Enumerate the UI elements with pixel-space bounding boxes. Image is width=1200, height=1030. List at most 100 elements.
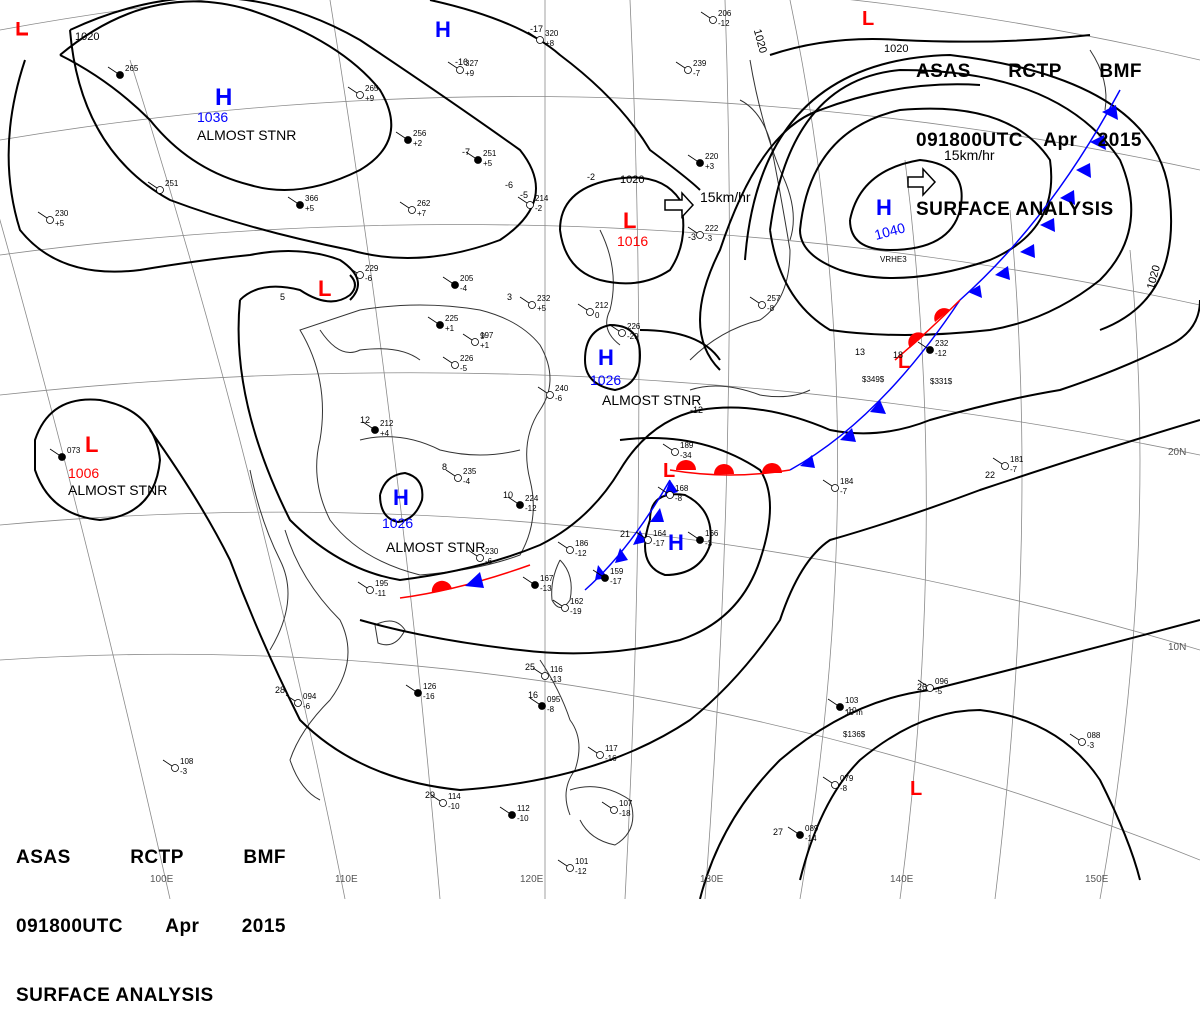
station-pressure: 224 [525, 494, 539, 503]
station-pressure: 262 [417, 199, 431, 208]
station-pressure: 094 [303, 692, 317, 701]
station-plot: 079-8 [822, 774, 854, 793]
station-circle-icon [671, 448, 679, 456]
station-pressure: 195 [375, 579, 389, 588]
isobar-label: 1020 [620, 174, 644, 186]
station-tendency: -3 [705, 539, 713, 548]
station-pressure: 107 [619, 799, 633, 808]
station-circle-icon [356, 271, 364, 279]
station-circle-icon [644, 536, 652, 544]
station-code: RCTP [130, 847, 184, 868]
station-circle-icon [439, 799, 447, 807]
product-title: SURFACE ANALYSIS [916, 199, 1114, 220]
station-pressure: 257 [767, 294, 781, 303]
station-pressure: 239 [693, 59, 707, 68]
station-temperature: -17 [530, 24, 543, 34]
station-tendency: +2 [413, 139, 423, 148]
isobar-label: 1020 [884, 43, 908, 55]
station-pressure: 095 [547, 695, 561, 704]
agency-code: ASAS [16, 847, 71, 868]
station-pressure: 089 [805, 824, 819, 833]
header-row-time: 091800UTC Apr 2015 [16, 915, 286, 938]
isobar-east-high [849, 158, 963, 252]
isobars [7, 0, 1200, 899]
station-plot: 095-8 [529, 695, 561, 714]
high-pressure-value: 1040 [873, 219, 907, 243]
station-temperature: 10 [503, 490, 513, 500]
station-circle-icon [796, 831, 804, 839]
station-tendency: -16 [423, 692, 435, 701]
station-circle-icon [356, 91, 364, 99]
station-temperature: -16 [455, 57, 468, 67]
station-pressure: 184 [840, 477, 854, 486]
station-plot: 168-8 [657, 484, 689, 503]
station-plot: 214-2 [517, 194, 549, 213]
station-pressure: 222 [705, 224, 719, 233]
station-temperature: -2 [587, 172, 595, 182]
station-tendency: -10 [448, 802, 460, 811]
station-plot: 166-3 [687, 529, 719, 548]
system-note: ALMOST STNR [386, 539, 485, 555]
station-circle-icon [58, 453, 66, 461]
station-plot: 088-3 [1069, 731, 1101, 750]
station-tendency: +9 [465, 69, 475, 78]
isobar-label: 1020 [751, 28, 769, 55]
high-center-label: H [215, 84, 232, 111]
station-plot: 230+5 [37, 209, 69, 228]
isobar-east-high-4 [744, 53, 1173, 331]
cold-front-triangle [664, 480, 678, 496]
parallel-20n [0, 372, 1200, 456]
datetime-utc: 091800UTC [916, 130, 1023, 151]
station-plot: 229-6 [347, 264, 379, 283]
misc-annotation: VRHE3 [880, 255, 907, 264]
station-circle-icon [561, 604, 569, 612]
station-circle-icon [696, 231, 704, 239]
station-plot: 225+1 [427, 314, 459, 333]
station-circle-icon [566, 546, 574, 554]
coast-mindanao [569, 786, 634, 846]
system-note: ALMOST STNR [68, 482, 167, 498]
station-tendency: -4 [460, 284, 468, 293]
isobar-1020-main [239, 0, 701, 303]
station-plot: 186-12 [557, 539, 589, 558]
station-circle-icon [156, 186, 164, 194]
station-pressure: 167 [540, 574, 554, 583]
station-temperature: 16 [528, 690, 538, 700]
header-row-ids: ASAS RCTP BMF [916, 60, 1142, 83]
station-circle-icon [541, 672, 549, 680]
station-circle-icon [709, 16, 717, 24]
station-circle-icon [516, 501, 524, 509]
station-circle-icon [831, 484, 839, 492]
station-pressure: 230 [55, 209, 69, 218]
station-temperature: -7 [462, 147, 470, 157]
motion-arrow-icon [664, 191, 695, 219]
meridian-125e [624, 0, 640, 899]
station-circle-icon [294, 699, 302, 707]
fronts [399, 89, 1121, 599]
station-circle-icon [696, 159, 704, 167]
station-pressure: 212 [380, 419, 394, 428]
station-plot: 320+8 [527, 29, 559, 48]
system-note: ALMOST STNR [197, 127, 296, 143]
station-circle-icon [414, 689, 422, 697]
station-circle-icon [474, 156, 482, 164]
station-plot: 265+9 [347, 84, 379, 103]
station-temperature: 29 [425, 790, 435, 800]
isobar-mid-2 [639, 329, 721, 361]
station-circle-icon [46, 216, 54, 224]
station-temperature: -12 [690, 405, 703, 415]
station-circle-icon [1001, 462, 1009, 470]
station-tendency: -10 [845, 706, 857, 715]
warm-front-bump [714, 464, 734, 474]
product-title: SURFACE ANALYSIS [16, 985, 214, 1006]
station-tendency: -8 [767, 304, 775, 313]
meridian-145e [994, 209, 1023, 899]
coast-river-b [359, 436, 521, 456]
station-circle-icon [831, 781, 839, 789]
station-tendency: -6 [485, 557, 493, 566]
lat-label: 10N [1168, 642, 1186, 653]
station-circle-icon [538, 702, 546, 710]
coast-sakhalin [749, 59, 794, 241]
meridian-130e [704, 0, 730, 899]
